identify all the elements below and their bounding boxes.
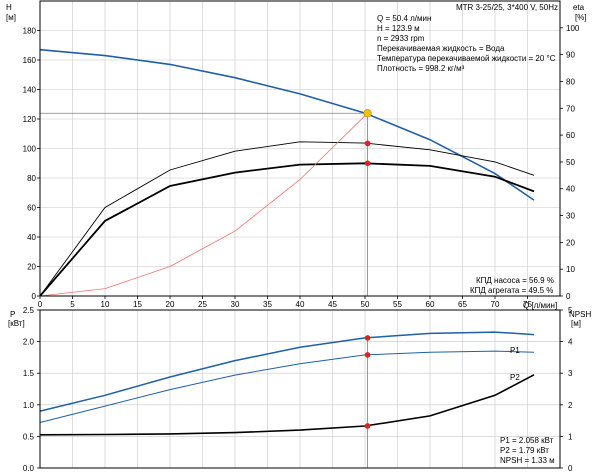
tick-label: 140 [23,86,37,95]
tick-label: 5 [568,306,573,315]
x-tick-label: 50 [361,300,370,309]
tick-label: 20 [27,263,36,272]
bottom-annotation-3: NPSH = 1.33 м [500,456,555,465]
tick-label: 80 [27,174,36,183]
top-panel-grid [39,1,560,297]
tick-label: 120 [23,115,37,124]
bottom-right-axis-ticks: 0 1 2 3 4 5 [560,306,573,473]
x-tick-label: 75 [523,300,532,309]
tick-label: 0 [32,292,37,301]
tick-label: 3 [568,369,573,378]
duty-point-marker [363,109,372,118]
x-tick-label: 20 [166,300,175,309]
tick-label: 1 [568,432,573,441]
bottom-panel-grid [39,309,560,469]
duty-point-marker [364,423,371,429]
x-tick-label: 65 [458,300,467,309]
duty-point-marker [364,335,371,341]
series-line-p1 [39,331,535,412]
top-annotation-2: КПД агрегата = 49.5 % [470,286,553,295]
x-tick-label: 45 [328,300,337,309]
tick-label: 50 [566,158,575,167]
tick-label: 90 [566,51,575,60]
top-left-axis-label: H [6,3,12,12]
x-tick-label: 55 [393,300,402,309]
tick-label: 1.0 [23,401,35,410]
x-tick-label: 15 [133,300,142,309]
tick-label: 0.5 [23,432,35,441]
tick-label: 60 [27,204,36,213]
x-tick-label: 25 [198,300,207,309]
bottom-panel-markers [364,335,371,429]
bottom-left-axis-unit: [кВт] [8,319,25,328]
tick-label: 2.5 [23,306,35,315]
tick-label: 4 [568,338,573,347]
bottom-left-axis-ticks: 0.0 0.5 1.0 1.5 2.0 2.5 [23,306,40,473]
tick-label: 0 [568,464,573,473]
info-line: Перекачиваемая жидкость = Вода [377,44,505,53]
chart-title: MTR 3-25/25, 3*400 V, 50Hz [456,3,558,12]
duty-point-marker [364,160,371,167]
series-line-npsh [39,374,535,436]
tick-label: 40 [566,185,575,194]
x-tick-label: 5 [70,300,75,309]
bottom-right-axis-label: NPSH [569,310,591,319]
top-left-axis-ticks: 0 20 40 60 80 100 120 140 160 180 [23,27,40,301]
series-line-p2 [39,350,535,423]
series-line-кпд-насоса [39,141,535,297]
x-tick-label: 70 [491,300,500,309]
tick-label: 40 [27,233,36,242]
top-right-axis-unit: [%] [575,13,587,22]
duty-point-marker [364,352,371,358]
bottom-left-axis-label: P [10,310,15,319]
bottom-panel-frame [39,309,561,469]
tick-label: 10 [566,265,575,274]
top-panel-markers [363,109,372,167]
tick-label: 30 [566,212,575,221]
duty-point-marker [364,140,371,147]
bottom-annotation-2: P2 = 1.79 кВт [500,446,549,455]
info-line: H = 123.9 м [377,24,420,33]
info-line: Плотность = 998.2 кг/м³ [377,64,465,73]
tick-label: 160 [23,56,37,65]
series-line-system-curve [39,112,368,297]
top-right-axis-ticks: 0 10 20 30 40 50 60 70 80 90 100 [560,24,580,301]
series-label-p1: P1 [510,346,520,355]
tick-label: 0.0 [23,464,35,473]
tick-label: 180 [23,27,37,36]
tick-label: 100 [566,24,580,33]
bottom-panel-series [39,331,535,436]
tick-label: 1.5 [23,369,35,378]
series-line-h [39,48,535,201]
tick-label: 60 [566,131,575,140]
series-label-p2: P2 [510,373,520,382]
x-tick-label: 40 [296,300,305,309]
top-annotation-1: КПД насоса = 56.9 % [476,276,554,285]
series-line-кпд-агрегата [39,162,535,297]
tick-label: 100 [23,145,37,154]
x-axis-ticks: 0 5 10 15 20 25 30 35 40 45 50 55 60 65 70 75 [38,296,532,309]
x-tick-label: 0 [38,300,43,309]
x-tick-label: 10 [101,300,110,309]
x-tick-label: 35 [263,300,272,309]
tick-label: 70 [566,104,575,113]
info-line: n = 2933 rpm [377,34,425,43]
x-axis-label: Q [л/мин] [523,301,557,310]
x-tick-label: 30 [231,300,240,309]
bottom-annotation-1: P1 = 2.058 кВт [500,436,554,445]
tick-label: 0 [566,292,571,301]
top-right-axis-label: eta [573,3,585,12]
info-line: Q = 50.4 л/мин [377,14,431,23]
x-tick-label: 60 [426,300,435,309]
top-left-axis-unit: [м] [6,13,16,22]
tick-label: 2.0 [23,338,35,347]
tick-label: 20 [566,238,575,247]
tick-label: 2 [568,401,573,410]
info-line: Температура перекачиваемой жидкости = 20… [377,54,556,63]
top-panel-series [39,48,535,297]
tick-label: 80 [566,77,575,86]
bottom-right-axis-unit: [м] [571,319,581,328]
